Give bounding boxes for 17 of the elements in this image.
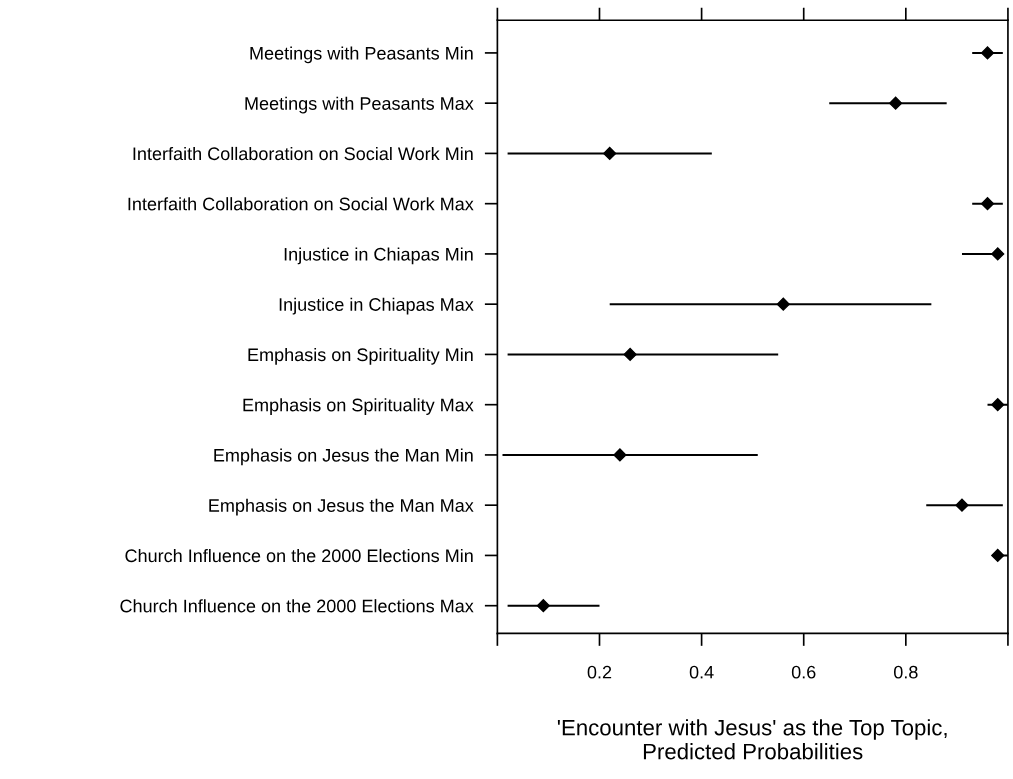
x-tick-label: 0.8 — [893, 665, 918, 679]
y-tick-label: Interfaith Collaboration on Social Work Min — [133, 146, 473, 161]
y-tick-label: Emphasis on Spirituality Max — [243, 398, 474, 415]
x-tick-label: 0.2 — [587, 665, 612, 679]
y-tick-label: Meetings with Peasants Min — [250, 46, 473, 64]
y-tick-label: Interfaith Collaboration on Social Work Max — [128, 197, 474, 211]
y-tick-label: Emphasis on Jesus the Man Min — [214, 448, 473, 466]
y-tick-label: Emphasis on Spirituality Min — [248, 347, 473, 365]
y-tick-label: Emphasis on Jesus the Man Max — [209, 498, 474, 516]
y-tick-label: Injustice in Chiapas Max — [279, 297, 474, 315]
x-tick-label: 0.4 — [689, 665, 714, 679]
y-tick-label: Injustice in Chiapas Min — [284, 247, 473, 265]
y-tick-label: Meetings with Peasants Max — [245, 96, 474, 114]
y-tick-label: Church Influence on the 2000 Elections Max — [120, 599, 474, 613]
y-tick-label: Church Influence on the 2000 Elections Min — [125, 548, 473, 563]
x-axis-title: 'Encounter with Jesus' as the Top Topic, Predicted Probabilities — [557, 719, 947, 760]
x-tick-label: 0.6 — [791, 665, 816, 679]
